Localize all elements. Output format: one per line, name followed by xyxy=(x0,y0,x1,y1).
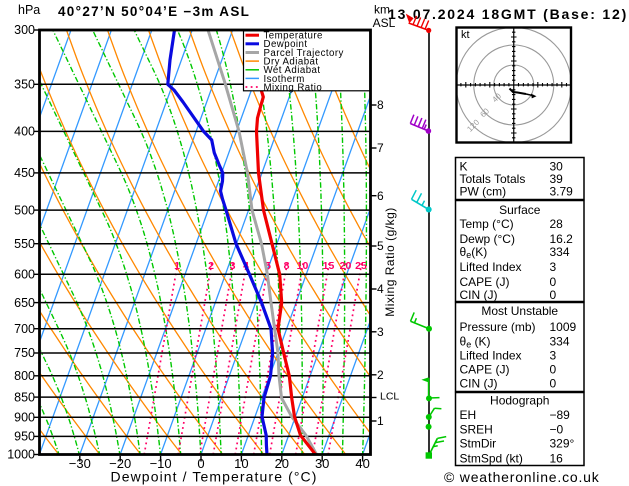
svg-text:800: 800 xyxy=(14,369,35,383)
svg-text:350: 350 xyxy=(14,78,35,92)
svg-text:8: 8 xyxy=(377,98,384,112)
svg-text:−0: −0 xyxy=(550,423,564,437)
svg-text:Temperature: Temperature xyxy=(264,31,323,42)
svg-text:3: 3 xyxy=(550,260,557,274)
svg-text:3: 3 xyxy=(377,325,384,339)
svg-text:334: 334 xyxy=(550,335,570,349)
svg-text:Surface: Surface xyxy=(499,203,541,217)
svg-text:StmSpd (kt): StmSpd (kt) xyxy=(460,452,523,466)
svg-text:Wet Adiabat: Wet Adiabat xyxy=(264,65,321,76)
svg-text:LCL: LCL xyxy=(380,391,399,403)
svg-text:28: 28 xyxy=(550,217,564,231)
svg-text:θe(K): θe(K) xyxy=(460,245,488,260)
svg-text:Mixing Ratio (g/kg): Mixing Ratio (g/kg) xyxy=(383,207,397,317)
svg-text:900: 900 xyxy=(14,411,35,425)
svg-text:Hodograph: Hodograph xyxy=(490,394,549,408)
svg-text:2: 2 xyxy=(208,260,214,272)
svg-text:300: 300 xyxy=(14,23,35,37)
svg-text:hPa: hPa xyxy=(18,3,40,17)
svg-text:Dewp (°C): Dewp (°C) xyxy=(460,232,515,246)
svg-text:θe (K): θe (K) xyxy=(460,335,491,350)
svg-text:400: 400 xyxy=(14,125,35,139)
svg-text:1: 1 xyxy=(174,260,180,272)
svg-text:CAPE (J): CAPE (J) xyxy=(460,275,510,289)
svg-text:−10: −10 xyxy=(150,456,172,471)
svg-text:Lifted Index: Lifted Index xyxy=(460,349,522,363)
svg-text:334: 334 xyxy=(550,245,570,259)
svg-text:500: 500 xyxy=(14,203,35,217)
svg-text:16.2: 16.2 xyxy=(550,232,574,246)
svg-text:850: 850 xyxy=(14,390,35,404)
svg-text:Dry Adiabat: Dry Adiabat xyxy=(264,57,319,68)
svg-text:CIN (J): CIN (J) xyxy=(460,288,498,302)
svg-text:5: 5 xyxy=(265,260,271,272)
svg-text:Lifted Index: Lifted Index xyxy=(460,260,522,274)
svg-text:13.07.2024 18GMT (Base: 12): 13.07.2024 18GMT (Base: 12) xyxy=(388,6,628,22)
svg-text:0: 0 xyxy=(550,377,557,391)
svg-text:1009: 1009 xyxy=(550,320,577,334)
svg-text:6: 6 xyxy=(377,189,384,203)
svg-text:2: 2 xyxy=(377,368,384,382)
svg-text:3: 3 xyxy=(230,260,236,272)
svg-text:Pressure (mb): Pressure (mb) xyxy=(460,320,536,334)
svg-text:3: 3 xyxy=(550,349,557,363)
svg-text:5: 5 xyxy=(377,239,384,253)
svg-text:30: 30 xyxy=(550,160,564,174)
svg-text:Dewpoint: Dewpoint xyxy=(264,39,308,50)
svg-text:550: 550 xyxy=(14,237,35,251)
svg-text:−20: −20 xyxy=(109,456,131,471)
svg-text:km: km xyxy=(374,3,390,17)
svg-text:0: 0 xyxy=(197,456,204,471)
svg-text:Parcel Trajectory: Parcel Trajectory xyxy=(264,48,344,59)
svg-text:−89: −89 xyxy=(550,408,571,422)
svg-text:0: 0 xyxy=(550,288,557,302)
svg-text:950: 950 xyxy=(14,430,35,444)
svg-text:4: 4 xyxy=(377,282,384,296)
svg-text:StmDir: StmDir xyxy=(460,437,497,451)
svg-text:1: 1 xyxy=(377,414,384,428)
svg-text:450: 450 xyxy=(14,166,35,180)
svg-text:K: K xyxy=(460,160,468,174)
svg-text:20: 20 xyxy=(275,456,289,471)
svg-text:Isotherm: Isotherm xyxy=(264,74,305,85)
svg-text:Most Unstable: Most Unstable xyxy=(481,304,558,318)
svg-text:700: 700 xyxy=(14,322,35,336)
svg-text:1000: 1000 xyxy=(7,448,35,462)
svg-text:© weatheronline.co.uk: © weatheronline.co.uk xyxy=(444,469,600,485)
svg-text:15: 15 xyxy=(323,260,335,272)
svg-text:650: 650 xyxy=(14,296,35,310)
svg-text:Totals Totals: Totals Totals xyxy=(460,172,526,186)
svg-text:8: 8 xyxy=(284,260,290,272)
svg-text:ASL: ASL xyxy=(373,16,396,30)
svg-text:SREH: SREH xyxy=(460,423,493,437)
svg-text:CAPE (J): CAPE (J) xyxy=(460,363,510,377)
svg-text:EH: EH xyxy=(460,408,477,422)
svg-text:750: 750 xyxy=(14,346,35,360)
svg-text:PW (cm): PW (cm) xyxy=(460,185,507,199)
svg-text:−30: −30 xyxy=(69,456,91,471)
svg-text:CIN (J): CIN (J) xyxy=(460,377,498,391)
svg-text:16: 16 xyxy=(550,452,564,466)
svg-text:40: 40 xyxy=(355,456,369,471)
svg-text:3.79: 3.79 xyxy=(550,185,574,199)
svg-text:Temp (°C): Temp (°C) xyxy=(460,217,514,231)
svg-text:kt: kt xyxy=(461,29,470,41)
svg-text:30: 30 xyxy=(315,456,329,471)
svg-text:10: 10 xyxy=(234,456,248,471)
svg-text:Mixing Ratio: Mixing Ratio xyxy=(264,82,323,93)
svg-text:7: 7 xyxy=(377,141,384,155)
svg-text:0: 0 xyxy=(550,275,557,289)
svg-text:600: 600 xyxy=(14,268,35,282)
svg-text:10: 10 xyxy=(297,260,309,272)
svg-text:Dewpoint / Temperature (°C): Dewpoint / Temperature (°C) xyxy=(111,469,318,485)
svg-text:329°: 329° xyxy=(550,437,575,451)
svg-text:0: 0 xyxy=(550,363,557,377)
svg-text:39: 39 xyxy=(550,172,564,186)
svg-text:40°27ʼN 50°04ʼE −3m ASL: 40°27ʼN 50°04ʼE −3m ASL xyxy=(58,4,250,19)
svg-text:20: 20 xyxy=(340,260,352,272)
svg-text:25: 25 xyxy=(355,260,367,272)
